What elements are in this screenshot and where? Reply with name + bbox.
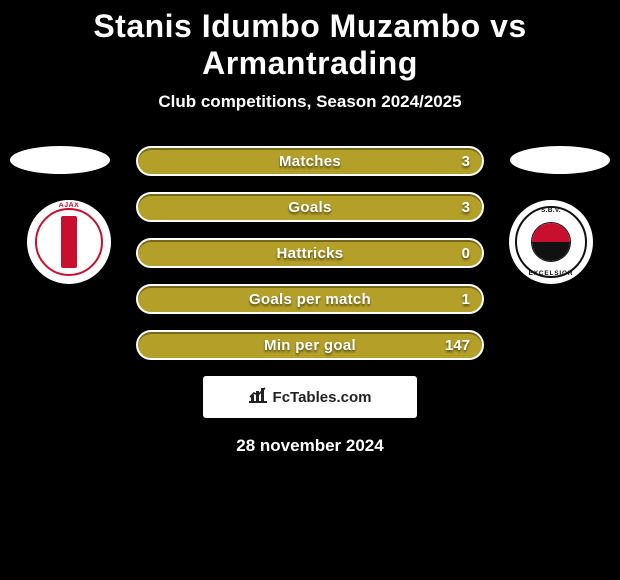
stat-label: Min per goal: [138, 332, 482, 358]
stat-row: Goals3: [136, 192, 484, 222]
stat-label: Goals: [138, 194, 482, 220]
comparison-panel: AJAX S.B.V. EXCELSIOR Matches3Goals3Hatt…: [0, 142, 620, 456]
page-title: Stanis Idumbo Muzambo vs Armantrading: [0, 0, 620, 82]
right-club-logo: S.B.V. EXCELSIOR: [509, 200, 593, 284]
stat-right-value: 0: [462, 240, 470, 266]
attribution-badge: FcTables.com: [203, 376, 417, 418]
stat-right-value: 147: [445, 332, 470, 358]
date-label: 28 november 2024: [0, 436, 620, 456]
page-subtitle: Club competitions, Season 2024/2025: [0, 92, 620, 112]
stat-row: Min per goal147: [136, 330, 484, 360]
right-ellipse: [510, 146, 610, 174]
stat-right-value: 1: [462, 286, 470, 312]
left-club-logo: AJAX: [27, 200, 111, 284]
right-logo-bottom-text: EXCELSIOR: [511, 270, 591, 277]
stat-row: Goals per match1: [136, 284, 484, 314]
stat-right-value: 3: [462, 194, 470, 220]
chart-icon: [249, 387, 267, 407]
stat-row: Hattricks0: [136, 238, 484, 268]
stat-right-value: 3: [462, 148, 470, 174]
attribution-label: FcTables.com: [273, 389, 372, 406]
stat-label: Matches: [138, 148, 482, 174]
stat-label: Goals per match: [138, 286, 482, 312]
stat-row: Matches3: [136, 146, 484, 176]
stat-label: Hattricks: [138, 240, 482, 266]
left-ellipse: [10, 146, 110, 174]
stats-list: Matches3Goals3Hattricks0Goals per match1…: [136, 142, 484, 360]
